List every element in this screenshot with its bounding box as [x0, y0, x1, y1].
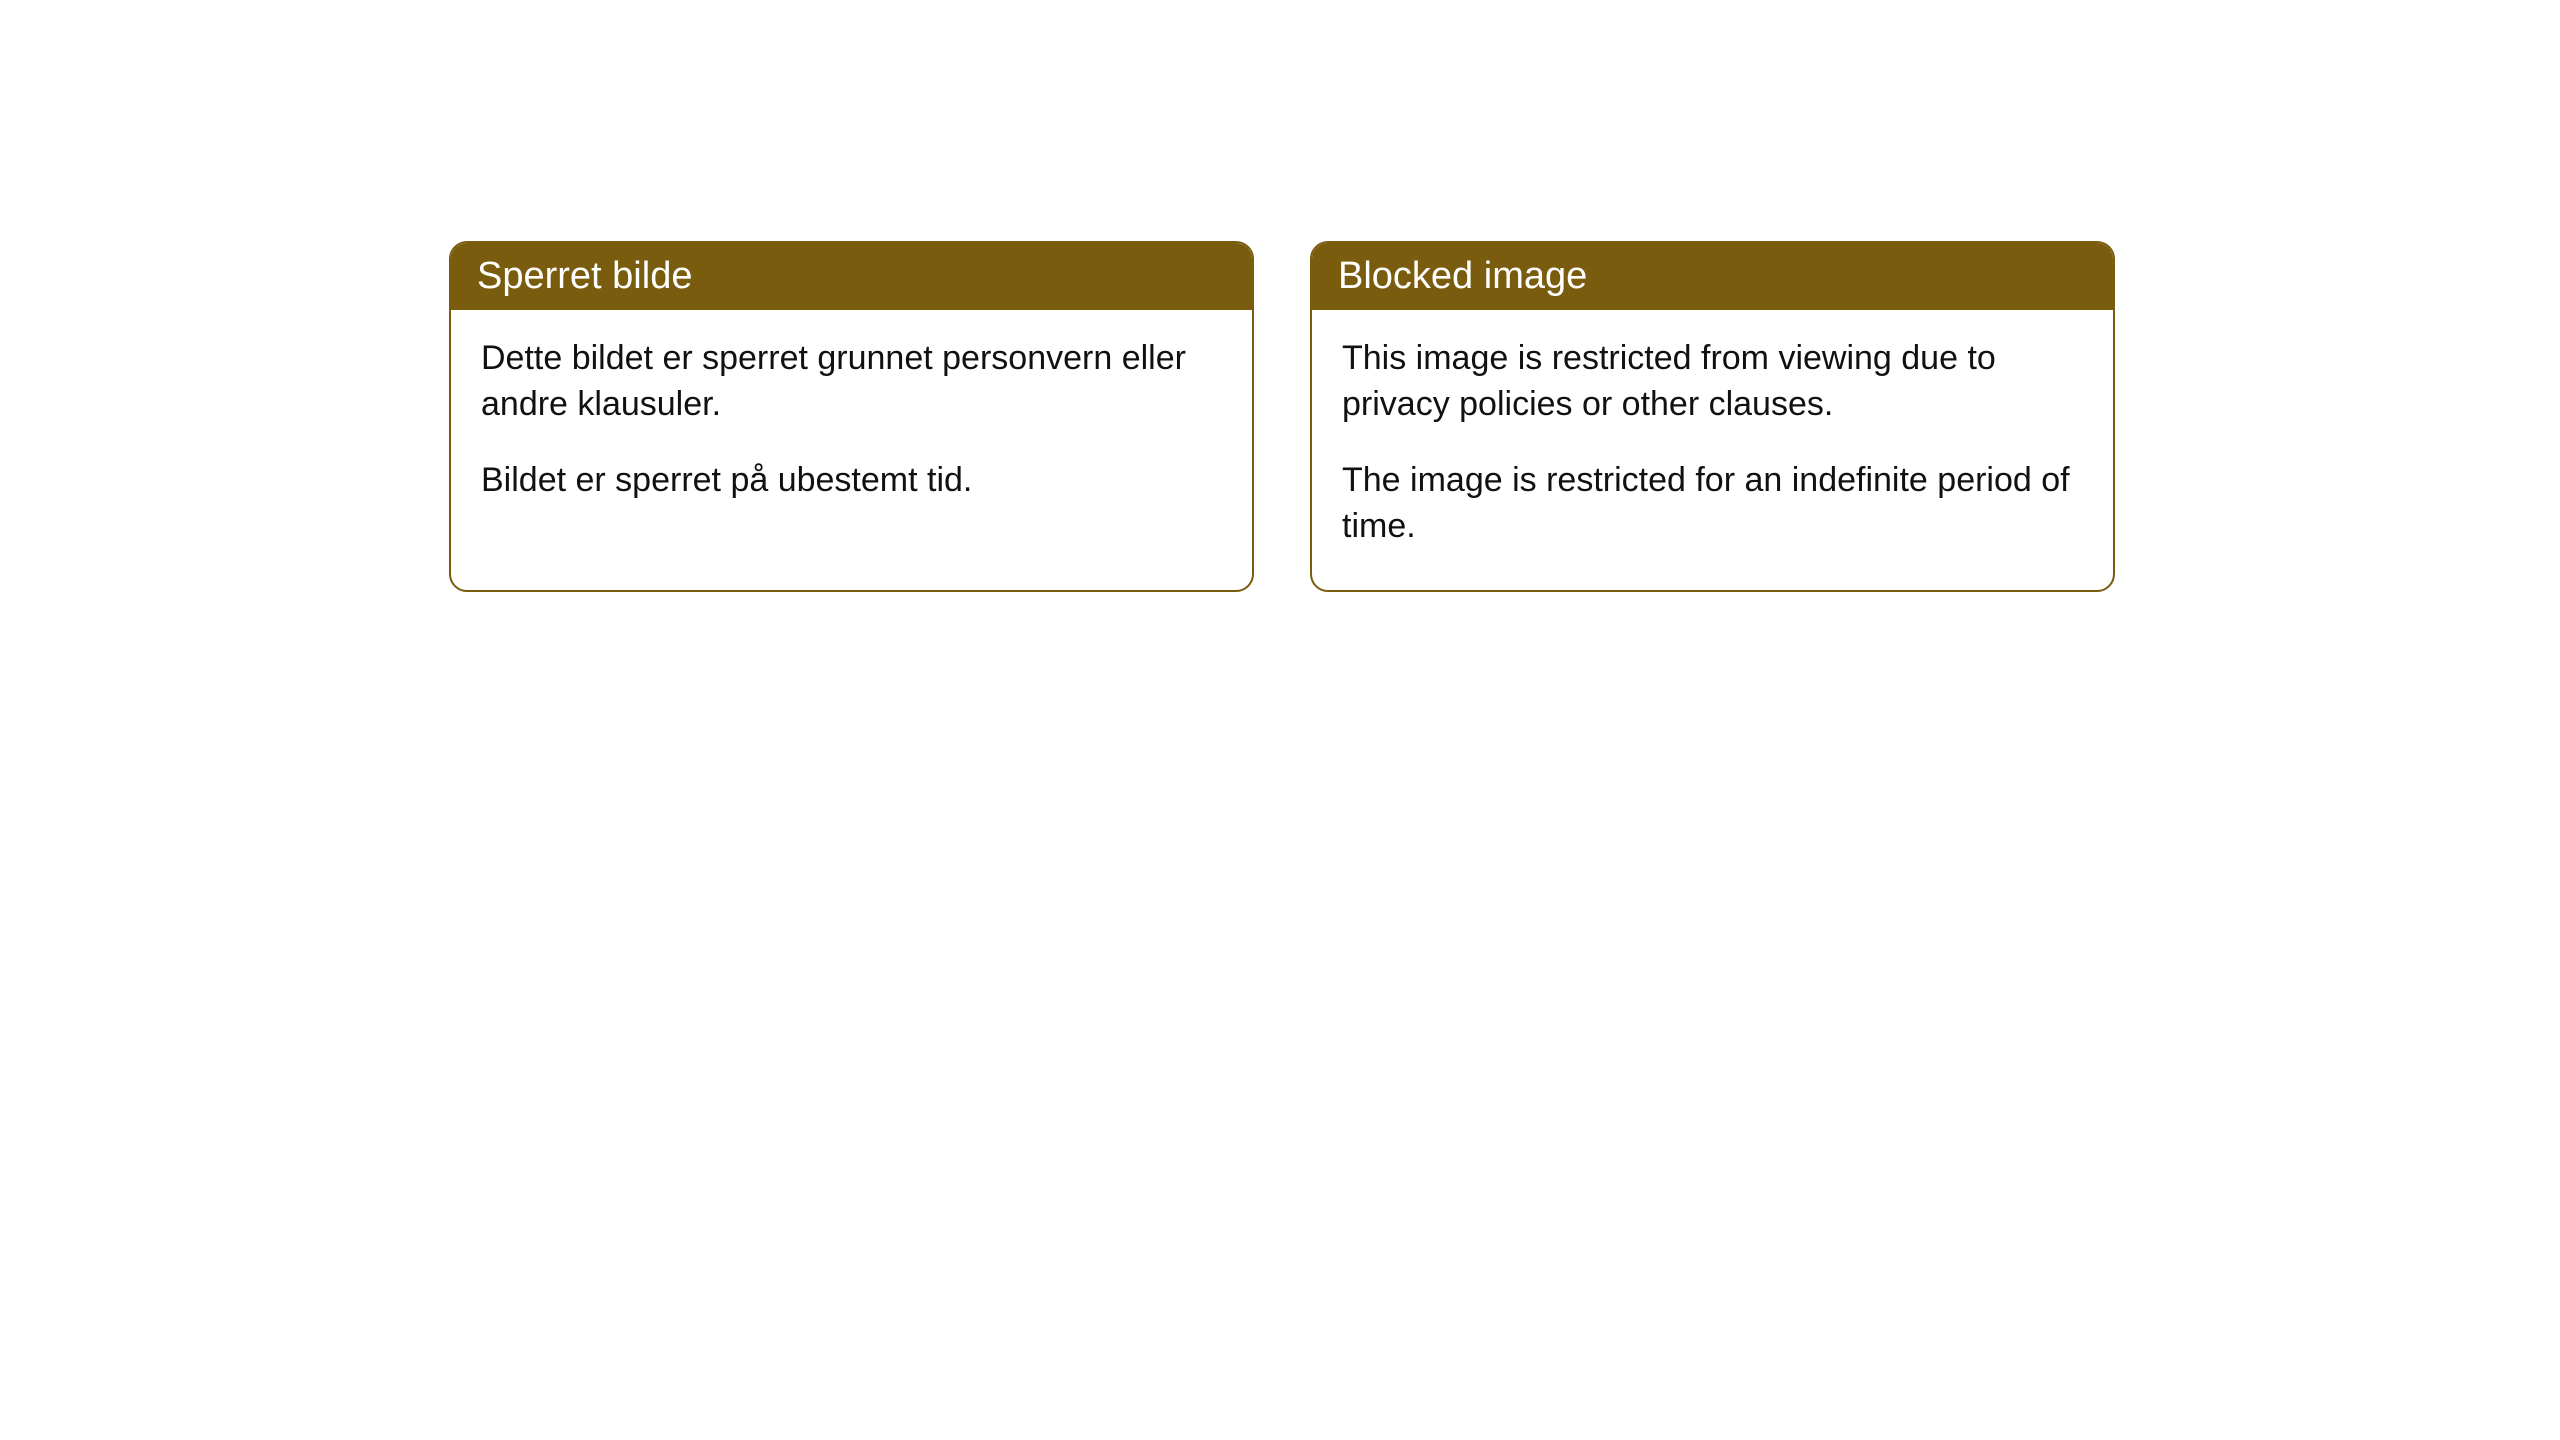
- card-body-norwegian: Dette bildet er sperret grunnet personve…: [451, 310, 1252, 544]
- card-body-english: This image is restricted from viewing du…: [1312, 310, 2113, 590]
- notice-card-norwegian: Sperret bilde Dette bildet er sperret gr…: [449, 241, 1254, 592]
- card-paragraph: Bildet er sperret på ubestemt tid.: [481, 458, 1222, 504]
- card-header-norwegian: Sperret bilde: [451, 243, 1252, 310]
- card-paragraph: The image is restricted for an indefinit…: [1342, 458, 2083, 550]
- notice-card-english: Blocked image This image is restricted f…: [1310, 241, 2115, 592]
- notice-cards-container: Sperret bilde Dette bildet er sperret gr…: [449, 241, 2115, 592]
- card-paragraph: This image is restricted from viewing du…: [1342, 336, 2083, 428]
- card-header-english: Blocked image: [1312, 243, 2113, 310]
- card-paragraph: Dette bildet er sperret grunnet personve…: [481, 336, 1222, 428]
